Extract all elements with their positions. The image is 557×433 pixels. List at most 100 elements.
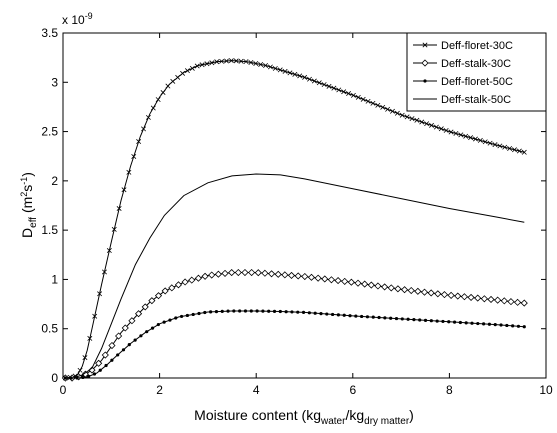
series-point [101,269,107,275]
series-point [472,136,478,142]
series-point [121,348,126,352]
legend-entry: Deff-stalk-50C [413,94,511,106]
legend-marker [421,59,429,67]
series-point [500,297,508,305]
series-point [493,323,497,327]
series-point [228,269,236,277]
series-point [414,117,420,123]
series-point [234,268,242,277]
series-point [511,324,515,328]
series-point [348,314,352,318]
series-point [325,312,329,316]
y-tick-label: 0 [51,371,58,385]
series-point [307,76,312,82]
series-point [272,65,278,71]
series-point [313,311,317,315]
series-point [521,149,527,155]
series-point [418,318,422,322]
series-point [468,135,474,141]
series-point [346,91,352,97]
series-point [435,319,439,323]
series-point [133,338,137,342]
legend: Deff-floret-30C Deff-stalk-30C Deff-floret… [406,32,547,112]
series-point [294,272,302,280]
series-point [148,297,156,305]
series-point [81,375,85,380]
series-point [238,309,242,313]
series-point [327,276,335,284]
series-Deff-floret-30C [62,58,527,381]
series-point [175,74,181,80]
series-point [267,64,273,70]
series-line [65,173,525,379]
series-point [162,320,166,324]
series-point [458,320,462,325]
series-point [460,293,468,301]
series-point [232,309,236,313]
series-point [360,96,366,102]
series-point [463,133,469,139]
series-point [514,298,522,306]
series-point [336,313,341,317]
series-point [507,298,515,306]
series-point [121,187,127,193]
legend-entry: Deff-stalk-30C [413,58,511,70]
series-point [121,324,129,332]
x-tick-label: 10 [539,383,553,397]
series-point [155,97,161,103]
series-point [277,67,283,73]
series-point [350,92,356,98]
series-point [208,271,216,279]
series-point [406,317,410,321]
series-point [330,312,335,317]
series-point [214,270,222,278]
series-point [209,60,215,66]
series-point [226,309,230,313]
series-point [115,332,123,340]
series-point [92,372,97,376]
series-point [82,355,88,361]
series-point [87,374,91,379]
series-point [179,314,184,319]
series-point [194,63,200,69]
series-point [174,316,178,320]
series-point [464,321,468,325]
legend-label: Deff-floret-50C [441,76,513,88]
series-point [220,309,224,313]
series-point [499,323,503,327]
series-point [370,100,376,106]
y-tick-label: 1.5 [41,223,58,237]
series-point [145,330,149,334]
series-point [282,68,288,74]
series-point [502,144,508,150]
series-point [238,58,244,64]
series-point [301,310,306,315]
series-point [482,322,486,326]
series-point [341,277,349,285]
x-tick-label: 8 [446,383,453,397]
series-point [194,274,202,282]
series-point [341,89,347,95]
series-point [361,280,369,288]
series-point [241,268,249,277]
series-point [311,78,317,84]
series-point [438,126,444,132]
series-point [188,276,196,284]
series-point [267,309,271,313]
x-tick-label: 0 [60,383,67,397]
series-point [254,269,262,277]
series-point [111,226,117,232]
series-point [141,303,149,311]
series-point [321,275,329,283]
series-point [474,294,482,302]
series-point [407,286,415,295]
y-tick-label: 2.5 [41,125,58,139]
series-point [385,106,391,112]
series-point [248,268,256,277]
series-point [377,315,381,320]
series-point [154,292,163,300]
series-point [480,295,488,303]
series-point [314,274,322,282]
series-point [365,315,370,319]
series-point [248,59,254,65]
